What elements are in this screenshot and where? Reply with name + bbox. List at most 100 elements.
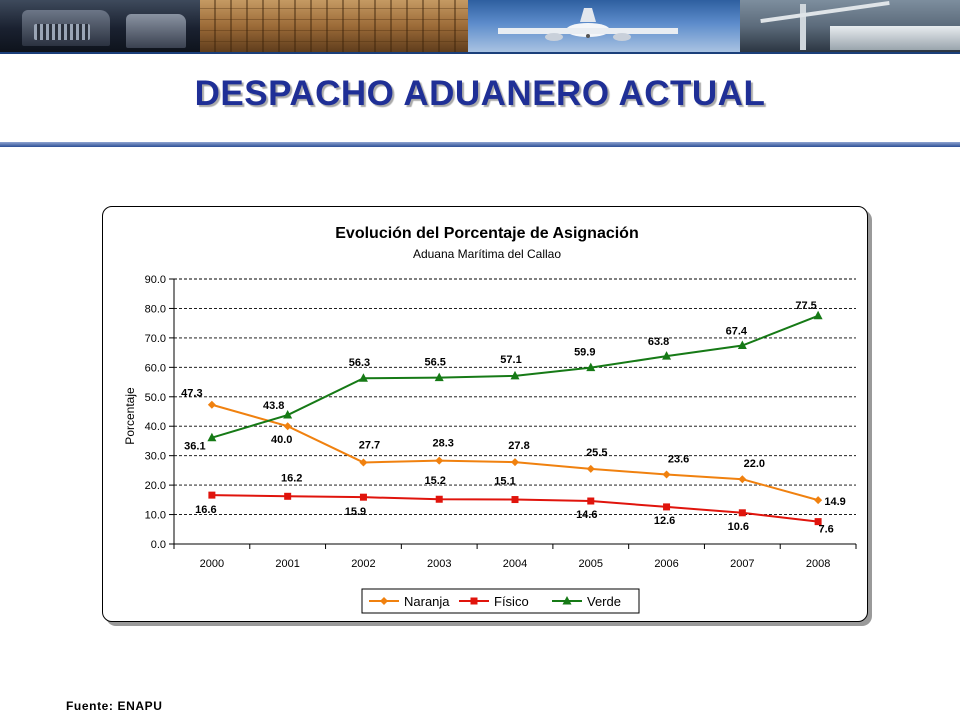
data-label: 63.8 [648,336,669,348]
y-axis-label: Porcentaje [123,387,137,445]
data-point-square [738,509,746,517]
x-tick-label: 2000 [200,558,224,570]
grid-layer [174,278,856,516]
data-point-triangle [283,410,293,419]
data-label: 43.8 [263,400,284,412]
data-point-diamond [586,464,595,473]
data-label: 7.6 [818,524,833,536]
x-tick-label: 2004 [503,558,527,570]
x-tick-label: 2008 [806,558,830,570]
data-point-square [511,496,519,504]
data-label: 56.5 [425,357,446,369]
x-tick-label: 2003 [427,558,451,570]
data-point-square [814,518,822,526]
data-point-square [470,597,478,605]
data-point-triangle [586,362,596,372]
legend-entry-label: Naranja [404,594,450,609]
data-point-triangle [358,373,368,382]
x-tick-label: 2006 [654,558,678,570]
truck-image [0,0,200,52]
data-point-triangle [813,310,823,320]
data-label: 14.9 [824,496,845,508]
source-note: Fuente: ENAPU [66,699,163,713]
data-point-triangle [510,370,520,380]
data-point-diamond [662,470,671,479]
data-label: 16.6 [195,504,216,516]
data-point-square [208,491,216,499]
chart-title: Evolución del Porcentaje de Asignación [335,225,638,242]
data-label-layer: 47.3 40.0 27.7 28.3 27.8 25.5 23.6 22.0 14.9 16.6… [181,300,846,536]
data-label: 25.5 [586,447,607,459]
x-tick-label: 2001 [275,558,299,570]
data-point-square [587,497,595,505]
crane-tower-shape [800,4,806,50]
data-label: 15.9 [345,506,366,518]
truck-grill-shape [34,24,90,40]
data-point-square [284,492,292,500]
title-rule [0,142,960,147]
slide-title: DESPACHO ADUANERO ACTUAL [194,74,766,113]
port-crane-image [740,0,960,52]
legend-entry-label: Físico [494,594,529,609]
data-point-diamond [283,422,292,431]
data-point-diamond [359,458,368,467]
data-label: 36.1 [184,441,205,453]
cargo-boxes-image [200,0,468,52]
data-point-square [663,503,671,511]
y-tick-label: 50.0 [145,392,166,404]
y-tick-label: 10.0 [145,510,166,522]
series-layer [207,310,823,526]
data-label: 40.0 [271,434,292,446]
chart-frame: Evolución del Porcentaje de Asignación A… [102,206,868,622]
data-label: 15.2 [425,475,446,487]
data-label: 47.3 [181,388,202,400]
x-tick-label: 2005 [579,558,603,570]
data-label: 67.4 [726,326,748,338]
data-point-triangle [737,340,747,350]
y-tick-label: 40.0 [145,421,166,433]
data-point-diamond [380,597,388,605]
data-label: 56.3 [349,357,370,369]
airplane-image [468,0,740,52]
y-tick-label: 60.0 [145,362,166,374]
data-label: 12.6 [654,515,675,527]
data-label: 27.8 [508,440,529,452]
data-label: 15.1 [494,476,515,488]
data-point-diamond [738,475,747,484]
axis-layer: 0.0 10.0 20.0 30.0 40.0 50.0 60.0 70.0 80.0 90.0 2… [145,274,857,570]
ship-shape [830,26,960,50]
data-point-triangle [207,432,217,442]
header-banner [0,0,960,52]
y-tick-label: 20.0 [145,480,166,492]
y-tick-label: 70.0 [145,333,166,345]
data-point-square [435,495,443,503]
data-label: 59.9 [574,347,595,359]
y-tick-label: 90.0 [145,274,166,286]
data-point-square [359,493,367,501]
data-label: 27.7 [359,439,380,451]
x-tick-label: 2007 [730,558,754,570]
x-tick-label: 2002 [351,558,375,570]
data-point-diamond [814,496,823,505]
data-label: 28.3 [433,438,454,450]
chart-subtitle: Aduana Marítima del Callao [413,247,561,261]
data-label: 77.5 [795,300,816,312]
legend-box [361,588,640,614]
data-label: 14.6 [576,509,597,521]
second-truck-shape [126,14,186,48]
data-label: 16.2 [281,472,302,484]
crane-arm-shape [760,0,890,24]
y-tick-label: 30.0 [145,451,166,463]
data-label: 10.6 [728,521,749,533]
data-label: 57.1 [500,354,521,366]
banner-underline [0,52,960,54]
data-point-diamond [511,458,519,467]
data-point-diamond [207,400,216,409]
y-tick-label: 0.0 [151,539,166,551]
y-tick-label: 80.0 [145,303,166,315]
data-point-triangle [434,372,444,382]
data-label: 23.6 [668,454,689,466]
line-chart: Evolución del Porcentaje de Asignación A… [123,225,857,614]
data-point-diamond [435,456,444,465]
legend: Naranja Físico Verde [361,588,640,614]
